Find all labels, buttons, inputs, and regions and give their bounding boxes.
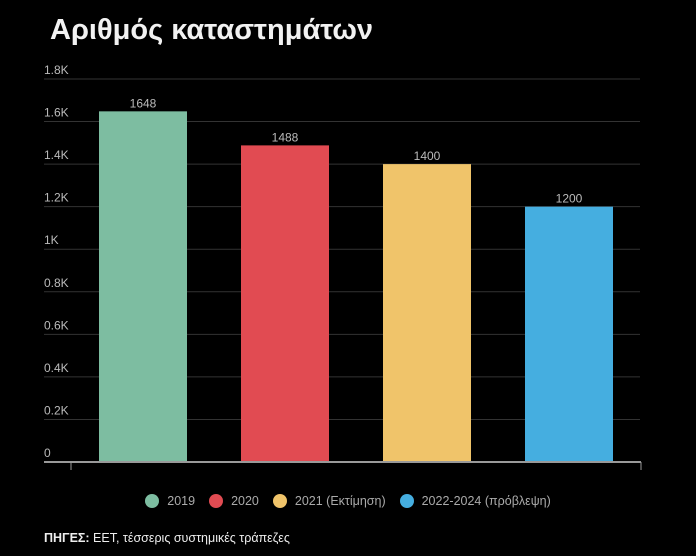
legend-label: 2020 (231, 494, 259, 508)
bar-value-label: 1200 (556, 192, 583, 206)
source-label: ΠΗΓΕΣ: (44, 531, 90, 545)
y-tick-label: 1.6K (44, 106, 69, 120)
legend-swatch (145, 494, 160, 508)
legend-item[interactable]: 2022-2024 (πρόβλεψη) (399, 494, 551, 508)
y-tick-label: 0.4K (44, 361, 69, 375)
y-tick-label: 0.2K (44, 403, 69, 417)
y-tick-label: 0.6K (44, 318, 69, 332)
legend-item[interactable]: 2019 (145, 494, 195, 508)
legend-swatch (272, 494, 287, 508)
bar-chart: 0 0.2K 0.4K 0.6K 0.8K 1K 1.2K 1.4K 1.6K 1.8K 1648 1… (44, 63, 642, 470)
bar-value-label: 1400 (414, 149, 441, 163)
bar-value-label: 1648 (130, 96, 157, 110)
bar (383, 164, 471, 462)
legend-swatch (209, 494, 224, 508)
legend-item[interactable]: 2020 (209, 494, 259, 508)
bar (99, 111, 187, 462)
bar-value-label: 1488 (272, 130, 299, 144)
y-tick-label: 1.2K (44, 191, 69, 205)
source-text: ΕΕΤ, τέσσερις συστημικές τράπεζες (89, 531, 290, 545)
legend-label: 2019 (167, 494, 196, 508)
y-tick-label: 1.4K (44, 148, 69, 162)
y-tick-label: 0.8K (44, 276, 69, 290)
bar (525, 206, 613, 462)
y-tick-label: 0 (44, 446, 51, 460)
bar (241, 145, 329, 463)
legend-swatch (399, 494, 414, 508)
legend-label: 2022-2024 (πρόβλεψη) (421, 494, 551, 508)
chart-title: Αριθμός καταστημάτων (50, 14, 374, 46)
legend-item[interactable]: 2021 (Εκτίμηση) (272, 494, 386, 508)
legend-label: 2021 (Εκτίμηση) (294, 494, 386, 508)
y-tick-label: 1K (44, 233, 59, 247)
legend: 2019 2020 2021 (Εκτίμηση) 2022-2024 (πρόβλε… (0, 494, 696, 508)
source-note: ΠΗΓΕΣ: ΕΕΤ, τέσσερις συστημικές τράπεζες (44, 531, 290, 545)
y-tick-label: 1.8K (44, 63, 69, 77)
